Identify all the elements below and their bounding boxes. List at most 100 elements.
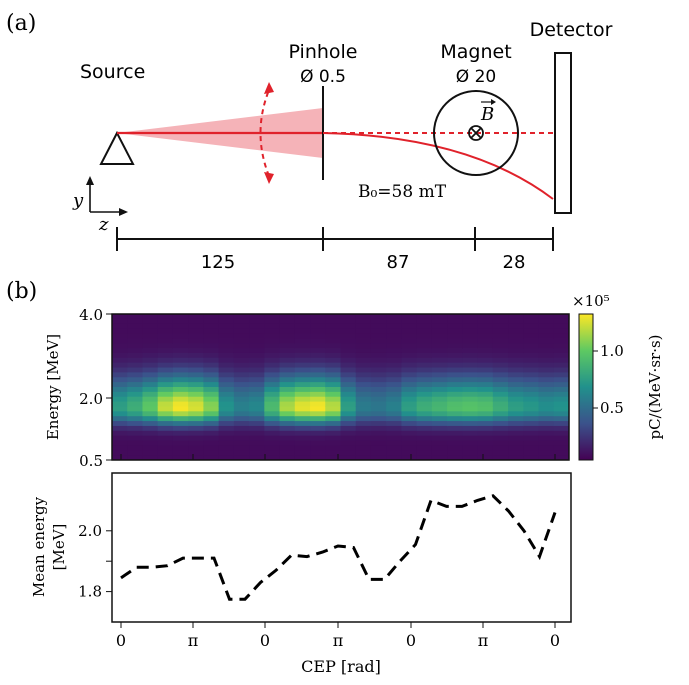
heatmap-cell	[310, 372, 326, 378]
heatmap-cell	[431, 430, 448, 437]
heatmap-cell	[127, 328, 144, 335]
line-plot-ylabel-2: [MeV]	[50, 524, 68, 571]
heatmap-cell	[462, 396, 479, 403]
heatmap-cell	[370, 421, 387, 427]
heatmap-cell	[431, 357, 448, 364]
heatmap-cell	[172, 367, 189, 373]
heatmap-cell	[447, 377, 463, 383]
heatmap-cell	[370, 352, 387, 359]
heatmap-cell	[462, 440, 479, 446]
heatmap-cell	[264, 416, 281, 422]
line-plot-ylabel-1: Mean energy	[30, 496, 48, 597]
heatmap-cell	[142, 314, 159, 320]
heatmap-cell	[431, 323, 448, 330]
heatmap-cell	[477, 455, 494, 460]
heatmap-cell	[249, 387, 265, 393]
heatmap-cell	[218, 440, 235, 446]
heatmap-cell	[188, 411, 204, 417]
heatmap-cell	[188, 357, 204, 364]
heatmap-cell	[157, 323, 174, 330]
heatmap-cell	[142, 455, 159, 460]
heatmap-cell	[538, 435, 555, 442]
heatmap-cell	[508, 343, 524, 349]
heatmap-cell	[340, 425, 357, 432]
spectrum-heatmap: 4.0 2.0 0.5 Energy [MeV]	[44, 306, 570, 470]
heatmap-cell	[233, 348, 250, 354]
heatmap-cell	[264, 435, 281, 442]
heatmap-cell	[340, 323, 357, 330]
heatmap-cell	[386, 314, 403, 320]
heatmap-cell	[401, 382, 418, 388]
heatmap-cell	[203, 416, 220, 422]
heatmap-cell	[447, 362, 463, 369]
heatmap-cell	[538, 314, 555, 320]
heatmap-cell	[325, 416, 342, 422]
heatmap-cell	[492, 401, 509, 408]
pinhole-size: Ø 0.5	[300, 67, 346, 87]
heatmap-cell	[218, 367, 235, 373]
heatmap-cell	[264, 425, 281, 432]
heatmap-cell	[294, 425, 311, 432]
heatmap-cell	[112, 421, 128, 427]
heatmap-cell	[188, 396, 204, 403]
heatmap-cell	[370, 314, 387, 320]
heatmap-cell	[325, 401, 342, 408]
heatmap-cell	[142, 333, 159, 339]
line-plot-ytick-label: 1.8	[78, 583, 102, 601]
heatmap-cell	[264, 318, 281, 325]
heatmap-cell	[508, 323, 524, 330]
heatmap-cell	[401, 455, 418, 460]
heatmap-cell	[203, 411, 220, 417]
heatmap-cell	[310, 396, 326, 403]
heatmap-cell	[294, 450, 311, 456]
heatmap-cell	[310, 416, 326, 422]
heatmap-cell	[310, 328, 326, 335]
heatmap-cell	[462, 328, 479, 335]
heatmap-cell	[157, 416, 174, 422]
heatmap-cell	[416, 406, 433, 412]
heatmap-cell	[188, 445, 204, 451]
heatmap-cell	[294, 372, 311, 378]
heatmap-cell	[553, 333, 569, 339]
heatmap-cell	[157, 348, 174, 354]
heatmap-cell	[279, 377, 296, 383]
heatmap-cell	[416, 445, 433, 451]
heatmap-cell	[462, 357, 479, 364]
heatmap-cell	[447, 357, 463, 364]
heatmap-cell	[294, 435, 311, 442]
heatmap-cell	[370, 391, 387, 398]
heatmap-cell	[538, 318, 555, 325]
heatmap-cell	[325, 425, 342, 432]
heatmap-cell	[492, 362, 509, 369]
line-plot-xticks: 0 π 0 π 0 π 0	[116, 622, 560, 650]
heatmap-cell	[203, 382, 220, 388]
heatmap-cell	[340, 430, 357, 437]
heatmap-cell	[462, 372, 479, 378]
heatmap-cell	[218, 348, 235, 354]
heatmap-cell	[188, 425, 204, 432]
heatmap-cell	[462, 338, 479, 344]
heatmap-cell	[538, 406, 555, 412]
heatmap-cell	[188, 348, 204, 354]
heatmap-cell	[523, 401, 540, 408]
heatmap-cell	[112, 318, 128, 325]
heatmap-cell	[142, 377, 159, 383]
heatmap-cell	[508, 382, 524, 388]
heatmap-cell	[508, 333, 524, 339]
heatmap-cell	[477, 372, 494, 378]
heatmap-cell	[203, 333, 220, 339]
heatmap-cell	[386, 328, 403, 335]
heatmap-cell	[325, 450, 342, 456]
heatmap-cell	[233, 314, 250, 320]
heatmap-cell	[264, 406, 281, 412]
heatmap-cell	[447, 333, 463, 339]
heatmap-cell	[508, 328, 524, 335]
heatmap-cell	[401, 372, 418, 378]
heatmap-cells	[112, 314, 569, 460]
heatmap-cell	[279, 445, 296, 451]
heatmap-cell	[203, 425, 220, 432]
heatmap-cell	[249, 396, 265, 403]
heatmap-cell	[431, 338, 448, 344]
heatmap-cell	[188, 430, 204, 437]
heatmap-cell	[538, 333, 555, 339]
